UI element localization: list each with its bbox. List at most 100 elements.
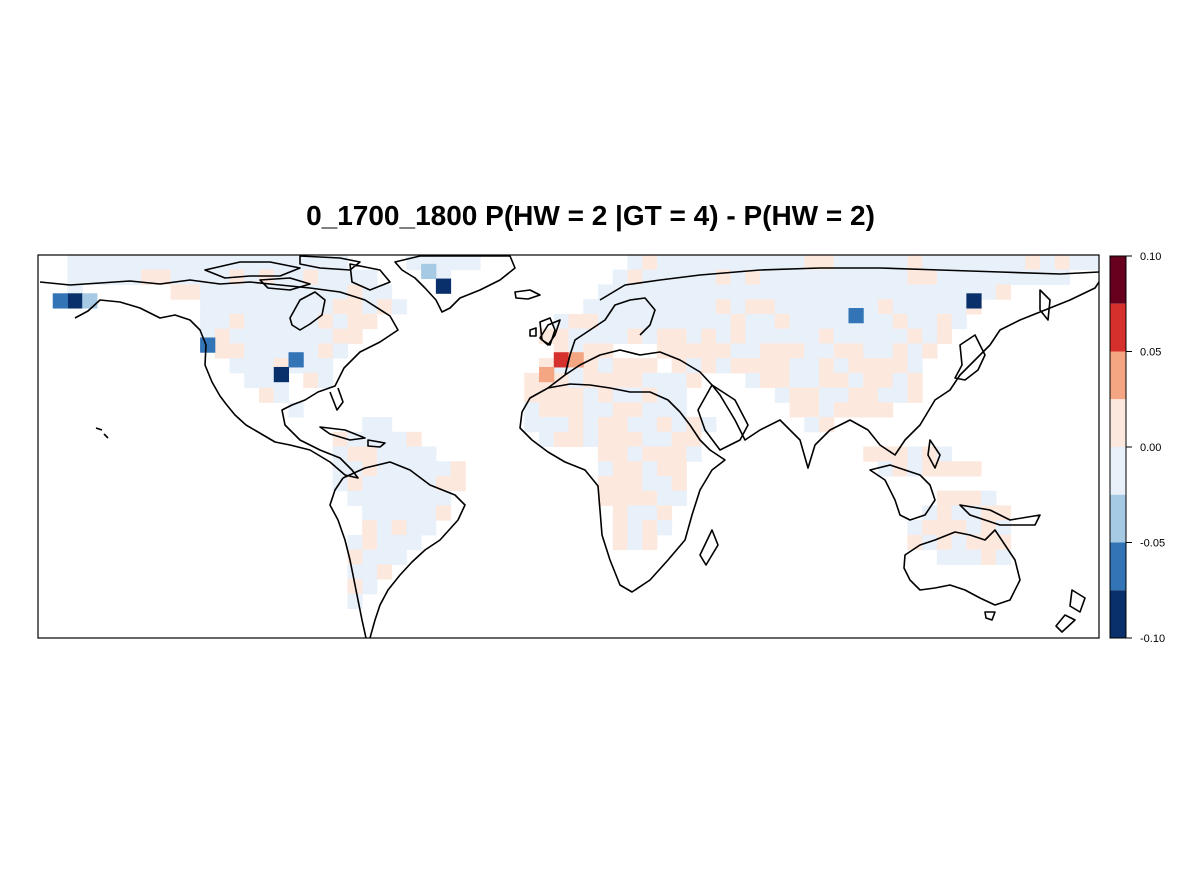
grid-cell [671,255,687,271]
grid-cell [332,343,348,359]
grid-cell [376,475,393,492]
grid-cell [362,475,378,492]
grid-cell [833,372,849,389]
grid-cell [612,284,628,300]
grid-cell [995,505,1012,521]
grid-cell [804,387,820,403]
coastline-southeast-asia [869,439,1041,526]
grid-cell [1084,255,1099,271]
grid-cell [347,313,363,330]
grid-cell [907,313,923,330]
grid-cell [421,520,437,536]
grid-cell [922,461,938,477]
coastline-hawaii [95,427,109,439]
grid-cell [789,299,805,315]
grid-cell [362,461,378,477]
grid-cell [435,255,452,271]
grid-cell [848,387,864,403]
grid-cell [760,372,776,389]
grid-cell [671,475,687,492]
coastline-arctic-islands [204,255,391,291]
grid-cell [951,549,967,565]
grid-cell [848,269,864,285]
grid-cell [642,461,658,477]
grid-cell [789,387,805,403]
grid-cell [568,431,584,447]
grid-cell [745,358,761,374]
grid-cell [877,402,894,418]
grid-cell [936,284,953,300]
grid-cell [612,269,628,285]
grid-cell [981,269,997,285]
grid-cell [936,505,953,521]
grid-cell [671,313,687,330]
grid-cell [362,299,378,315]
grid-cell [406,461,422,477]
grid-cell [774,313,791,330]
grid-cell [642,446,658,462]
grid-cell [671,461,687,477]
coastline-south-america [329,461,466,638]
grid-cell [686,328,702,344]
grid-cell [951,255,967,271]
coastline-uk [529,317,556,346]
grid-cell [642,328,658,344]
grid-cell [612,520,628,536]
grid-cell [774,299,791,315]
grid-cell [833,402,849,418]
grid-cell [627,505,643,521]
grid-cell [819,284,835,300]
grid-cell [642,475,658,492]
grid-cell [67,255,83,271]
grid-cell [317,255,334,271]
grid-cell [936,299,953,315]
colorbar-tick-label: -0.10 [1140,633,1165,645]
colorbar [1110,256,1126,638]
grid-cell [229,313,245,330]
grid-cell [524,372,540,389]
grid-cell [273,328,290,344]
grid-cell [1025,269,1041,285]
grid-cell [332,446,348,462]
grid-cell [612,358,628,374]
grid-cell [627,358,643,374]
grid-cell [686,255,702,271]
coastlines [39,255,1099,638]
grid-cell [833,387,849,403]
colorbar-bin [1110,256,1126,304]
colorbar-bin [1110,494,1126,543]
grid-cell [627,313,643,330]
grid-cell [922,299,938,315]
grid-cell [656,313,673,330]
grid-cell [391,534,407,551]
grid-cell [553,402,569,418]
grid-cell [671,446,687,462]
grid-cell [995,520,1012,536]
grid-cell [612,417,628,433]
grid-cell [730,343,746,359]
grid-cell [185,269,201,285]
grid-cell [583,328,599,344]
grid-cell [627,299,643,315]
grid-cell [553,431,569,447]
grid-cell [745,372,761,389]
colorbar-bin [1110,590,1126,638]
grid-cell [936,490,953,506]
grid-cell [627,402,643,418]
grid-cell [863,387,879,403]
grid-cell [347,299,363,315]
grid-cell [376,284,393,300]
grid-cell [376,417,393,433]
grid-cell [362,417,378,433]
grid-cell [863,313,879,330]
grid-cell [627,284,643,300]
grid-cell [877,372,894,389]
grid-cell [995,549,1012,565]
grid-cell [745,269,761,285]
grid-cell [833,343,849,359]
grid-cell [1010,255,1026,271]
grid-cell [347,475,363,492]
grid-cell [1054,255,1071,271]
grid-cell [656,299,673,315]
grid-cell [804,269,820,285]
